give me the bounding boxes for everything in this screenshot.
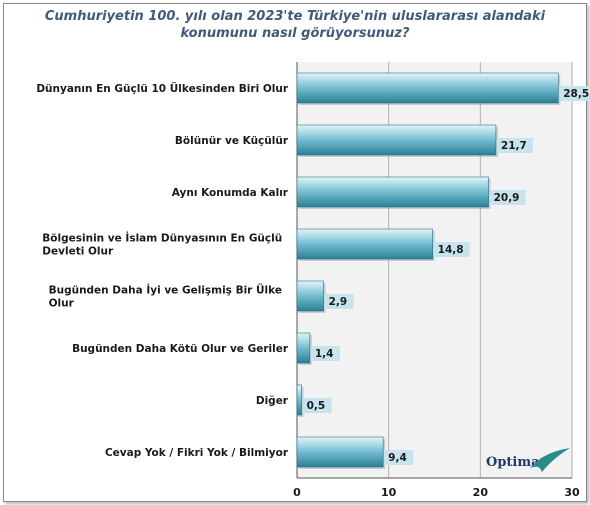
category-label: Bölünür ve Küçülür (175, 135, 289, 147)
value-label-box (302, 398, 332, 413)
value-label-box (310, 346, 340, 361)
bar (296, 228, 433, 260)
x-tick-label: 0 (293, 486, 301, 499)
chart-title: Cumhuriyetin 100. yılı olan 2023'te Türk… (0, 8, 590, 42)
bar (296, 176, 489, 208)
value-label-box (384, 450, 414, 465)
value-label-box (496, 138, 533, 153)
value-label: 14,8 (438, 244, 464, 256)
optimar-swoosh-icon (530, 448, 570, 472)
value-label: 1,4 (315, 348, 334, 360)
category-label: Dünyanın En Güçlü 10 Ülkesinden Biri Olu… (36, 81, 288, 95)
category-label: Diğer (256, 395, 289, 407)
value-label-box (433, 242, 470, 257)
value-label: 9,4 (388, 452, 407, 464)
bar (296, 72, 559, 104)
chart-title-line-2: konumunu nasıl görüyorsunuz? (180, 26, 410, 41)
category-label: Aynı Konumda Kalır (172, 187, 289, 199)
bar (296, 124, 497, 156)
category-label: Bölgesinin ve İslam Dünyasının En Güçlü D… (42, 231, 282, 258)
chart-title-line-1: Cumhuriyetin 100. yılı olan 2023'te Türk… (44, 9, 546, 24)
value-label: 2,9 (329, 296, 348, 308)
value-label: 20,9 (494, 192, 520, 204)
plot-area (297, 62, 572, 478)
value-label: 0,5 (307, 400, 326, 412)
x-tick-label: 20 (473, 486, 489, 499)
category-label: Cevap Yok / Fikri Yok / Bilmiyor (105, 447, 289, 459)
value-label-box (489, 190, 526, 205)
optimar-logo: Optimar (486, 455, 547, 470)
category-label: Bugünden Daha Kötü Olur ve Geriler (72, 343, 289, 355)
x-tick-label: 30 (564, 486, 580, 499)
x-tick-label: 10 (381, 486, 397, 499)
bar (296, 384, 302, 416)
value-label-box (559, 86, 590, 101)
category-label: Bugünden Daha İyi ve Gelişmiş Bir Ülke Ol… (49, 283, 282, 310)
value-label: 21,7 (501, 140, 527, 152)
bar (296, 332, 311, 364)
bar (296, 436, 384, 468)
value-label-box (324, 294, 354, 309)
value-label: 28,5 (563, 88, 589, 100)
bar (296, 280, 324, 312)
